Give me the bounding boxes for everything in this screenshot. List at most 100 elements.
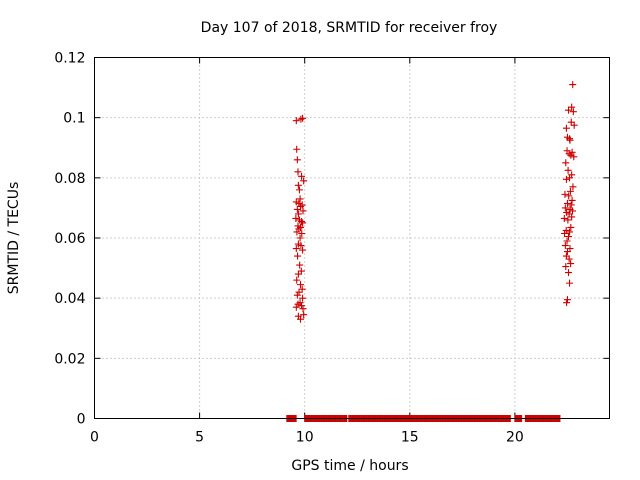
data-point xyxy=(298,217,306,225)
x-tick-label: 5 xyxy=(195,430,204,446)
x-tick-labels: 0 5 10 15 20 xyxy=(90,430,524,446)
data-point xyxy=(297,281,304,289)
data-point xyxy=(294,210,302,218)
y-tick-label: 0.08 xyxy=(54,171,85,187)
data-point xyxy=(569,81,577,89)
data-point xyxy=(566,187,574,195)
data-point xyxy=(299,219,307,227)
data-point xyxy=(293,276,301,284)
data-point xyxy=(561,204,569,212)
data-point xyxy=(566,174,574,182)
data-point xyxy=(563,299,571,307)
data-point xyxy=(566,228,574,236)
x-axis-title: GPS time / hours xyxy=(291,458,408,474)
data-point xyxy=(299,114,307,122)
data-point xyxy=(561,190,569,198)
data-point xyxy=(565,269,573,277)
data-point xyxy=(297,223,304,231)
data-point xyxy=(565,255,573,263)
data-points xyxy=(283,81,578,422)
data-point xyxy=(294,181,302,189)
data-point xyxy=(562,226,570,234)
y-tick-labels: 0 0.02 0.04 0.06 0.08 0.1 0.12 xyxy=(54,51,85,428)
data-point xyxy=(570,153,578,161)
data-point xyxy=(563,199,571,207)
data-point xyxy=(566,279,574,287)
data-point xyxy=(568,103,576,111)
x-tick-label: 10 xyxy=(296,430,314,446)
data-point xyxy=(295,288,303,296)
y-axis-title: SRMTID / TECUs xyxy=(6,182,22,295)
data-point xyxy=(567,260,575,268)
data-point xyxy=(561,242,569,250)
data-point xyxy=(294,270,302,278)
data-point xyxy=(568,213,576,221)
y-tick-label: 0 xyxy=(77,412,86,428)
data-point xyxy=(294,168,302,176)
data-point xyxy=(562,175,570,183)
data-point xyxy=(295,199,303,207)
data-point xyxy=(567,118,575,126)
y-tick-label: 0.06 xyxy=(54,231,85,247)
data-point xyxy=(295,186,303,194)
data-point xyxy=(300,311,308,319)
data-point xyxy=(294,300,302,308)
data-point xyxy=(298,302,306,310)
x-tick-label: 0 xyxy=(90,430,99,446)
data-point xyxy=(563,237,571,245)
data-point xyxy=(293,291,301,299)
data-point xyxy=(568,148,576,156)
data-point xyxy=(563,248,571,256)
data-point xyxy=(298,201,306,209)
data-point xyxy=(567,201,575,209)
y-tick-label: 0.02 xyxy=(54,351,85,367)
y-tick-label: 0.1 xyxy=(63,111,85,127)
data-point xyxy=(296,261,304,269)
data-point xyxy=(294,252,302,260)
x-tick-label: 20 xyxy=(506,430,524,446)
data-point xyxy=(296,195,304,203)
data-point xyxy=(297,202,304,210)
data-point xyxy=(565,232,573,240)
y-tick-label: 0.12 xyxy=(54,51,85,67)
data-point xyxy=(568,196,576,204)
x-tick-label: 15 xyxy=(401,430,419,446)
data-point xyxy=(564,166,572,174)
data-point xyxy=(292,303,300,311)
data-point xyxy=(560,214,568,222)
data-point xyxy=(297,242,305,250)
data-point xyxy=(298,285,306,293)
data-point xyxy=(298,172,306,180)
data-point xyxy=(293,205,301,213)
data-point xyxy=(562,263,570,271)
data-point xyxy=(567,223,575,231)
axis-ticks xyxy=(94,57,610,419)
data-point xyxy=(298,229,306,237)
data-point xyxy=(292,117,300,125)
data-point xyxy=(299,294,307,302)
data-point xyxy=(564,216,572,224)
data-point xyxy=(292,245,300,253)
y-tick-label: 0.04 xyxy=(54,291,85,307)
plot-frame xyxy=(94,57,610,419)
data-point xyxy=(569,207,577,215)
data-point xyxy=(561,229,569,237)
data-point xyxy=(299,305,307,313)
data-point xyxy=(299,246,307,254)
data-point xyxy=(563,296,571,304)
data-point xyxy=(297,267,305,275)
data-point xyxy=(565,192,573,200)
data-point xyxy=(565,150,573,158)
data-point xyxy=(565,106,573,114)
grid-lines xyxy=(94,57,610,419)
data-point xyxy=(293,145,301,153)
data-point xyxy=(300,177,308,185)
data-point xyxy=(566,135,574,143)
data-point xyxy=(562,159,570,167)
data-point xyxy=(293,228,301,236)
data-point xyxy=(570,121,578,129)
data-point xyxy=(569,183,577,191)
data-point xyxy=(297,115,305,123)
data-point xyxy=(292,214,300,222)
